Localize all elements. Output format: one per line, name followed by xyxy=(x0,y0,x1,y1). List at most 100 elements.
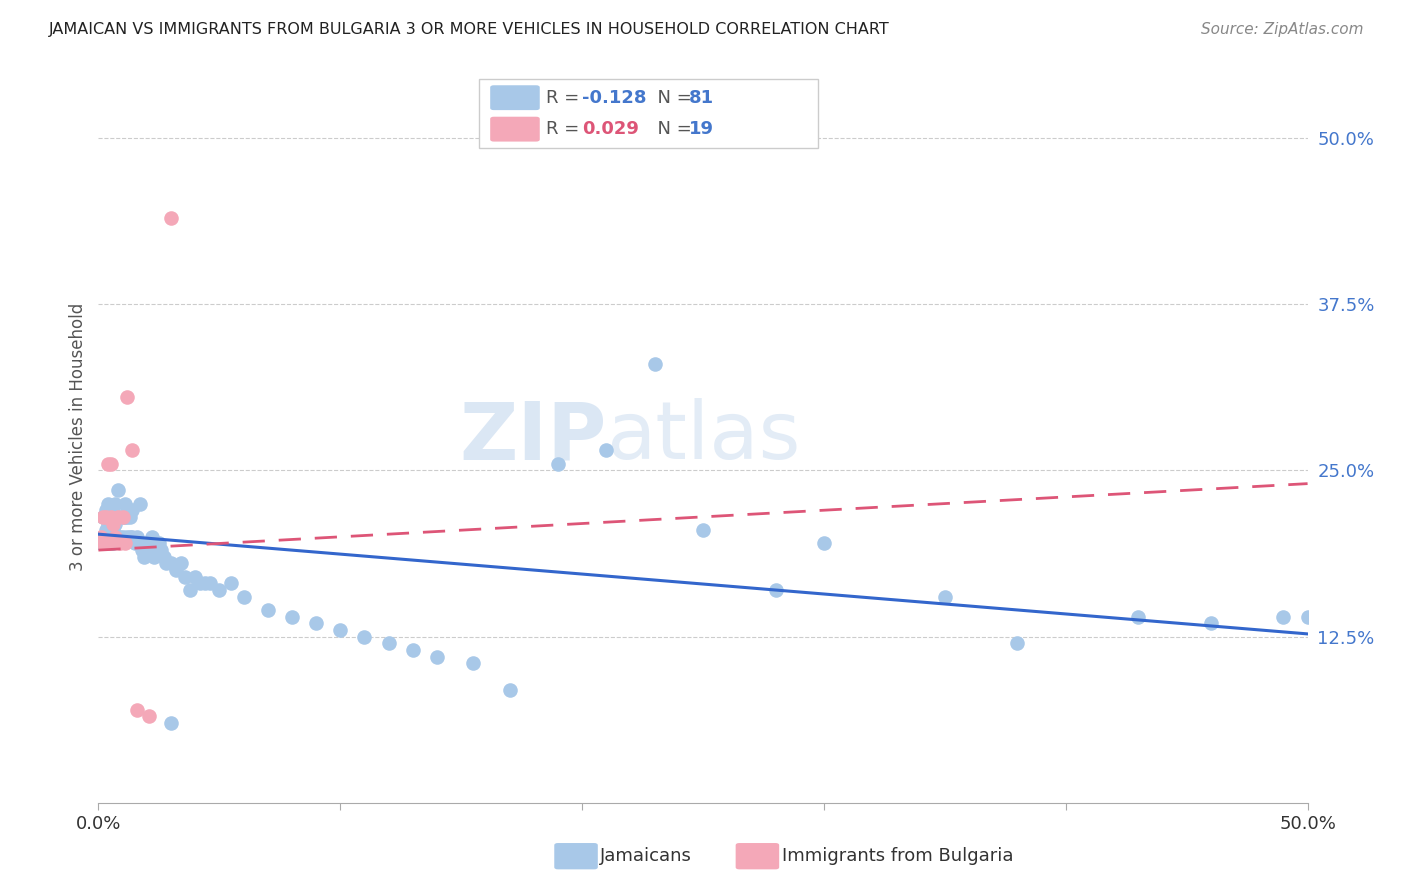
Point xyxy=(100,536,122,550)
Point xyxy=(208,582,231,597)
Text: R =: R = xyxy=(546,88,585,107)
Point xyxy=(813,536,835,550)
Point xyxy=(94,523,117,537)
Text: N =: N = xyxy=(647,88,697,107)
Text: Immigrants from Bulgaria: Immigrants from Bulgaria xyxy=(782,847,1014,865)
Point xyxy=(90,530,112,544)
Point xyxy=(377,636,399,650)
Point xyxy=(91,509,114,524)
Point xyxy=(108,509,131,524)
Point xyxy=(281,609,304,624)
Point xyxy=(498,682,520,697)
Point xyxy=(114,536,136,550)
Point xyxy=(184,570,207,584)
Point xyxy=(1199,616,1222,631)
Point xyxy=(97,457,120,471)
Point xyxy=(107,509,129,524)
Point xyxy=(121,530,143,544)
Point xyxy=(91,530,114,544)
Point xyxy=(100,509,122,524)
Point xyxy=(232,590,254,604)
Point xyxy=(179,582,201,597)
Point xyxy=(107,509,129,524)
Point xyxy=(131,543,153,558)
Point xyxy=(934,590,956,604)
Point xyxy=(107,530,129,544)
Point xyxy=(692,523,714,537)
Point xyxy=(138,709,160,723)
Point xyxy=(104,530,127,544)
Point xyxy=(194,576,217,591)
Text: 81: 81 xyxy=(689,88,714,107)
Point xyxy=(644,357,666,371)
Point xyxy=(426,649,449,664)
Point xyxy=(104,497,127,511)
Point xyxy=(100,523,122,537)
Point xyxy=(160,716,183,731)
Point xyxy=(97,536,120,550)
Point xyxy=(104,530,127,544)
Point xyxy=(165,563,187,577)
Point xyxy=(104,516,127,531)
Point xyxy=(111,509,134,524)
Text: 19: 19 xyxy=(689,120,713,138)
Text: Jamaicans: Jamaicans xyxy=(600,847,692,865)
Text: N =: N = xyxy=(647,120,697,138)
Point xyxy=(353,630,375,644)
Point xyxy=(1272,609,1295,624)
Point xyxy=(127,703,149,717)
FancyBboxPatch shape xyxy=(491,117,540,142)
Point xyxy=(145,543,167,558)
Text: 0.029: 0.029 xyxy=(582,120,638,138)
Point xyxy=(108,530,131,544)
Point xyxy=(117,509,139,524)
Point xyxy=(152,549,174,564)
FancyBboxPatch shape xyxy=(735,843,779,870)
Point xyxy=(108,536,131,550)
Y-axis label: 3 or more Vehicles in Household: 3 or more Vehicles in Household xyxy=(69,303,87,571)
Point xyxy=(91,536,114,550)
Point xyxy=(150,543,173,558)
Point xyxy=(118,509,141,524)
Point xyxy=(118,530,141,544)
Point xyxy=(97,516,120,531)
Point xyxy=(124,536,146,550)
Point xyxy=(134,549,156,564)
Point xyxy=(128,497,150,511)
Point xyxy=(765,582,787,597)
Point xyxy=(188,576,211,591)
Text: JAMAICAN VS IMMIGRANTS FROM BULGARIA 3 OR MORE VEHICLES IN HOUSEHOLD CORRELATION: JAMAICAN VS IMMIGRANTS FROM BULGARIA 3 O… xyxy=(49,22,890,37)
Point xyxy=(155,557,177,571)
Point xyxy=(1296,609,1319,624)
Point xyxy=(305,616,328,631)
Point xyxy=(160,211,183,225)
Point xyxy=(121,443,143,458)
Point xyxy=(547,457,569,471)
Point xyxy=(160,557,183,571)
Point xyxy=(402,643,425,657)
Point xyxy=(107,483,129,498)
Point xyxy=(143,549,166,564)
Point xyxy=(94,509,117,524)
Text: atlas: atlas xyxy=(606,398,800,476)
Point xyxy=(174,570,197,584)
Point xyxy=(148,536,170,550)
Point xyxy=(100,457,122,471)
Point xyxy=(1128,609,1150,624)
Point xyxy=(141,530,163,544)
FancyBboxPatch shape xyxy=(554,843,598,870)
Point xyxy=(101,523,124,537)
Point xyxy=(1007,636,1029,650)
Point xyxy=(111,509,134,524)
Point xyxy=(101,516,124,531)
Point xyxy=(138,536,160,550)
Point xyxy=(94,536,117,550)
Point xyxy=(97,530,120,544)
Point xyxy=(97,497,120,511)
Point xyxy=(329,623,352,637)
Point xyxy=(111,530,134,544)
Point xyxy=(127,530,149,544)
Point xyxy=(114,497,136,511)
Point xyxy=(121,503,143,517)
Text: -0.128: -0.128 xyxy=(582,88,647,107)
